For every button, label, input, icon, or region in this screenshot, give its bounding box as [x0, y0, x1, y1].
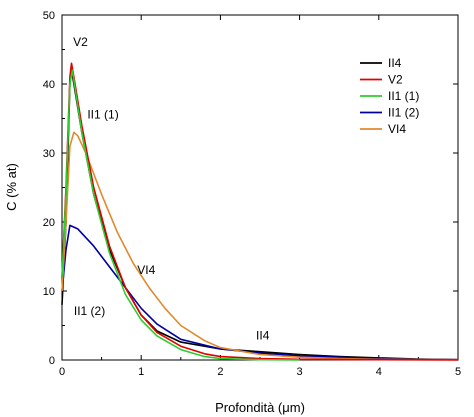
curve-annotation: II1 (1)	[87, 108, 118, 122]
legend-label: V2	[388, 73, 403, 87]
curve-annotation: II1 (2)	[74, 304, 105, 318]
y-tick-label: 20	[43, 217, 55, 229]
y-tick-label: 40	[43, 79, 55, 91]
y-tick-label: 50	[43, 10, 55, 22]
x-tick-label: 5	[455, 366, 461, 378]
curve-annotation: VI4	[137, 263, 155, 277]
series-line-ii1-1	[61, 69, 300, 361]
series-line-ii1-2	[61, 224, 459, 361]
x-tick-label: 0	[59, 366, 65, 378]
legend-label: II1 (1)	[388, 89, 419, 103]
y-axis-label: C (% at)	[4, 163, 19, 211]
legend-label: VI4	[388, 122, 406, 136]
x-tick-label: 4	[376, 366, 382, 378]
legend-label: II1 (2)	[388, 106, 419, 120]
series-layer	[61, 62, 459, 361]
annotation-layer: V2 II1 (1) VI4 II1 (2) II4	[73, 35, 270, 342]
series-line-v2	[61, 62, 459, 361]
series-line-vi4	[61, 131, 459, 361]
x-axis-label: Profondità (μm)	[215, 400, 305, 415]
y-tick-label: 0	[49, 355, 55, 367]
x-tick-label: 2	[217, 366, 223, 378]
y-tick-label: 10	[43, 286, 55, 298]
x-tick-label: 1	[138, 366, 144, 378]
y-tick-label: 30	[43, 148, 55, 160]
legend-label: II4	[388, 56, 402, 70]
legend: II4 V2 II1 (1) II1 (2) VI4	[360, 56, 419, 136]
curve-annotation: II4	[256, 328, 270, 342]
curve-annotation: V2	[73, 35, 88, 49]
x-tick-label: 3	[297, 366, 303, 378]
